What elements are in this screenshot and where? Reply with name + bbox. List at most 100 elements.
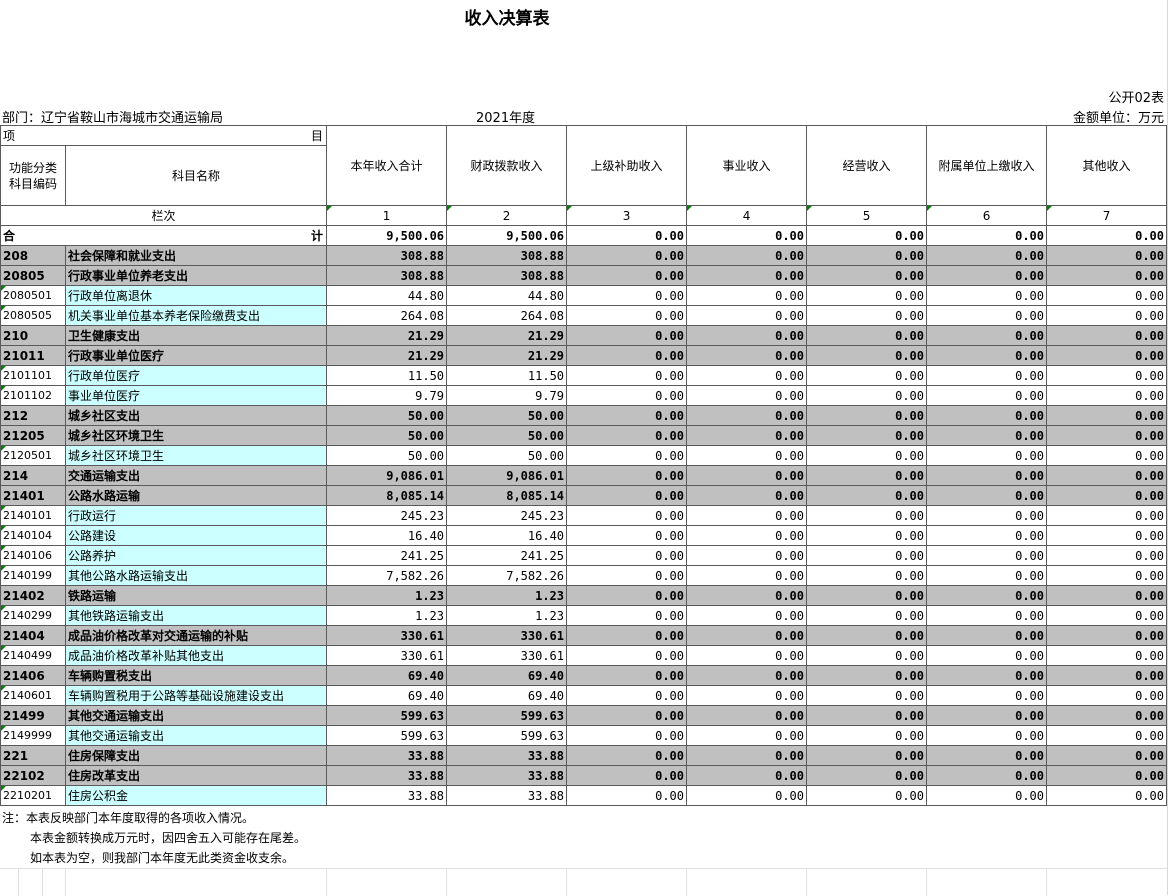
amount-cell-col-7[interactable]: 0.00 bbox=[1046, 405, 1168, 426]
amount-cell-col-7[interactable]: 0.00 bbox=[1046, 465, 1168, 486]
amount-cell-col-1[interactable]: 21.29 bbox=[326, 325, 448, 346]
amount-cell-col-4[interactable]: 0.00 bbox=[686, 605, 808, 626]
func-code-cell[interactable]: 2140299 bbox=[0, 605, 66, 626]
amount-cell-col-3[interactable]: 0.00 bbox=[566, 325, 688, 346]
func-code-cell[interactable]: 2080501 bbox=[0, 285, 66, 306]
col-num-1[interactable]: 1 bbox=[326, 205, 448, 226]
amount-cell-col-6[interactable]: 0.00 bbox=[926, 245, 1048, 266]
amount-cell-col-3[interactable]: 0.00 bbox=[566, 245, 688, 266]
amount-cell-col-2[interactable]: 599.63 bbox=[446, 705, 568, 726]
amount-cell-col-5[interactable]: 0.00 bbox=[806, 505, 928, 526]
amount-cell-col-2[interactable]: 11.50 bbox=[446, 365, 568, 386]
amount-cell-col-4[interactable]: 0.00 bbox=[686, 505, 808, 526]
col-header-1[interactable]: 本年收入合计 bbox=[326, 125, 448, 206]
header-lanci[interactable]: 栏次 bbox=[0, 205, 328, 226]
func-code-cell[interactable]: 2149999 bbox=[0, 725, 66, 746]
func-code-cell[interactable]: 2140104 bbox=[0, 525, 66, 546]
amount-cell-col-2[interactable]: 16.40 bbox=[446, 525, 568, 546]
subject-name-cell[interactable]: 行政事业单位养老支出 bbox=[64, 265, 328, 286]
amount-cell-col-4[interactable]: 0.00 bbox=[686, 405, 808, 426]
subject-name-cell[interactable]: 城乡社区环境卫生 bbox=[64, 425, 328, 446]
amount-cell-col-1[interactable]: 69.40 bbox=[326, 665, 448, 686]
amount-cell-col-5[interactable]: 0.00 bbox=[806, 725, 928, 746]
amount-cell-col-6[interactable]: 0.00 bbox=[926, 545, 1048, 566]
amount-cell-col-1[interactable]: 11.50 bbox=[326, 365, 448, 386]
amount-cell-col-1[interactable]: 308.88 bbox=[326, 245, 448, 266]
amount-cell-col-3[interactable]: 0.00 bbox=[566, 265, 688, 286]
amount-cell-col-1[interactable]: 1.23 bbox=[326, 585, 448, 606]
amount-cell-col-2[interactable]: 9,086.01 bbox=[446, 465, 568, 486]
amount-cell-col-1[interactable]: 33.88 bbox=[326, 765, 448, 786]
col-header-2[interactable]: 财政拨款收入 bbox=[446, 125, 568, 206]
col-num-2[interactable]: 2 bbox=[446, 205, 568, 226]
amount-cell-col-2[interactable]: 330.61 bbox=[446, 625, 568, 646]
subject-name-cell[interactable]: 事业单位医疗 bbox=[64, 385, 328, 406]
func-code-cell[interactable]: 2101102 bbox=[0, 385, 66, 406]
amount-cell-col-5[interactable]: 0.00 bbox=[806, 485, 928, 506]
amount-cell-col-4[interactable]: 0.00 bbox=[686, 725, 808, 746]
subject-name-cell[interactable]: 车辆购置税支出 bbox=[64, 665, 328, 686]
amount-cell-col-4[interactable]: 0.00 bbox=[686, 385, 808, 406]
amount-cell-col-7[interactable]: 0.00 bbox=[1046, 745, 1168, 766]
amount-cell-col-2[interactable]: 1.23 bbox=[446, 585, 568, 606]
amount-cell-col-5[interactable]: 0.00 bbox=[806, 365, 928, 386]
amount-cell-col-5[interactable]: 0.00 bbox=[806, 285, 928, 306]
amount-cell-col-7[interactable]: 0.00 bbox=[1046, 565, 1168, 586]
amount-cell-col-6[interactable]: 0.00 bbox=[926, 285, 1048, 306]
amount-cell-col-1[interactable]: 241.25 bbox=[326, 545, 448, 566]
amount-cell-col-5[interactable]: 0.00 bbox=[806, 465, 928, 486]
amount-cell-col-7[interactable]: 0.00 bbox=[1046, 785, 1168, 806]
amount-cell-col-7[interactable]: 0.00 bbox=[1046, 305, 1168, 326]
func-code-cell[interactable]: 210 bbox=[0, 325, 66, 346]
amount-cell-col-4[interactable]: 0.00 bbox=[686, 785, 808, 806]
amount-cell-col-3[interactable]: 0.00 bbox=[566, 725, 688, 746]
amount-cell-col-7[interactable]: 0.00 bbox=[1046, 345, 1168, 366]
amount-cell-col-2[interactable]: 308.88 bbox=[446, 265, 568, 286]
amount-cell-col-5[interactable]: 0.00 bbox=[806, 625, 928, 646]
subject-name-cell[interactable]: 机关事业单位基本养老保险缴费支出 bbox=[64, 305, 328, 326]
amount-cell-col-1[interactable]: 21.29 bbox=[326, 345, 448, 366]
amount-cell-col-6[interactable]: 0.00 bbox=[926, 405, 1048, 426]
amount-cell-col-5[interactable]: 0.00 bbox=[806, 525, 928, 546]
func-code-cell[interactable]: 2101101 bbox=[0, 365, 66, 386]
amount-cell-col-6[interactable]: 0.00 bbox=[926, 645, 1048, 666]
amount-cell-col-7[interactable]: 0.00 bbox=[1046, 525, 1168, 546]
amount-cell-col-4[interactable]: 0.00 bbox=[686, 345, 808, 366]
func-code-cell[interactable]: 2120501 bbox=[0, 445, 66, 466]
col-num-6[interactable]: 6 bbox=[926, 205, 1048, 226]
amount-cell-col-3[interactable]: 0.00 bbox=[566, 745, 688, 766]
amount-cell-col-5[interactable]: 0.00 bbox=[806, 345, 928, 366]
amount-cell-col-6[interactable]: 0.00 bbox=[926, 705, 1048, 726]
amount-cell-col-3[interactable]: 0.00 bbox=[566, 565, 688, 586]
amount-cell-col-7[interactable]: 0.00 bbox=[1046, 485, 1168, 506]
amount-cell-col-3[interactable]: 0.00 bbox=[566, 645, 688, 666]
amount-cell-col-6[interactable]: 0.00 bbox=[926, 585, 1048, 606]
amount-cell-col-6[interactable]: 0.00 bbox=[926, 565, 1048, 586]
subject-name-cell[interactable]: 其他公路水路运输支出 bbox=[64, 565, 328, 586]
amount-cell-col-3[interactable]: 0.00 bbox=[566, 485, 688, 506]
subject-name-cell[interactable]: 车辆购置税用于公路等基础设施建设支出 bbox=[64, 685, 328, 706]
amount-cell-col-2[interactable]: 50.00 bbox=[446, 445, 568, 466]
amount-cell-col-5[interactable]: 0.00 bbox=[806, 785, 928, 806]
func-code-cell[interactable]: 20805 bbox=[0, 265, 66, 286]
amount-cell-col-1[interactable]: 33.88 bbox=[326, 745, 448, 766]
subject-name-cell[interactable]: 其他交通运输支出 bbox=[64, 705, 328, 726]
amount-cell-col-1[interactable]: 69.40 bbox=[326, 685, 448, 706]
amount-cell-col-3[interactable]: 0.00 bbox=[566, 705, 688, 726]
amount-cell-col-3[interactable]: 0.00 bbox=[566, 525, 688, 546]
amount-cell-col-4[interactable]: 0.00 bbox=[686, 765, 808, 786]
amount-cell-col-6[interactable]: 0.00 bbox=[926, 445, 1048, 466]
amount-cell-col-5[interactable]: 0.00 bbox=[806, 305, 928, 326]
amount-cell-col-1[interactable]: 44.80 bbox=[326, 285, 448, 306]
amount-cell-col-1[interactable]: 33.88 bbox=[326, 785, 448, 806]
func-code-cell[interactable]: 21402 bbox=[0, 585, 66, 606]
amount-cell-col-7[interactable]: 0.00 bbox=[1046, 365, 1168, 386]
amount-cell-col-7[interactable]: 0.00 bbox=[1046, 665, 1168, 686]
amount-cell-col-6[interactable]: 0.00 bbox=[926, 365, 1048, 386]
amount-cell-col-4[interactable]: 0.00 bbox=[686, 685, 808, 706]
amount-cell-col-7[interactable]: 0.00 bbox=[1046, 285, 1168, 306]
amount-cell-col-2[interactable]: 9.79 bbox=[446, 385, 568, 406]
amount-cell-col-3[interactable]: 0.00 bbox=[566, 685, 688, 706]
subject-name-cell[interactable]: 公路水路运输 bbox=[64, 485, 328, 506]
func-code-cell[interactable]: 21499 bbox=[0, 705, 66, 726]
